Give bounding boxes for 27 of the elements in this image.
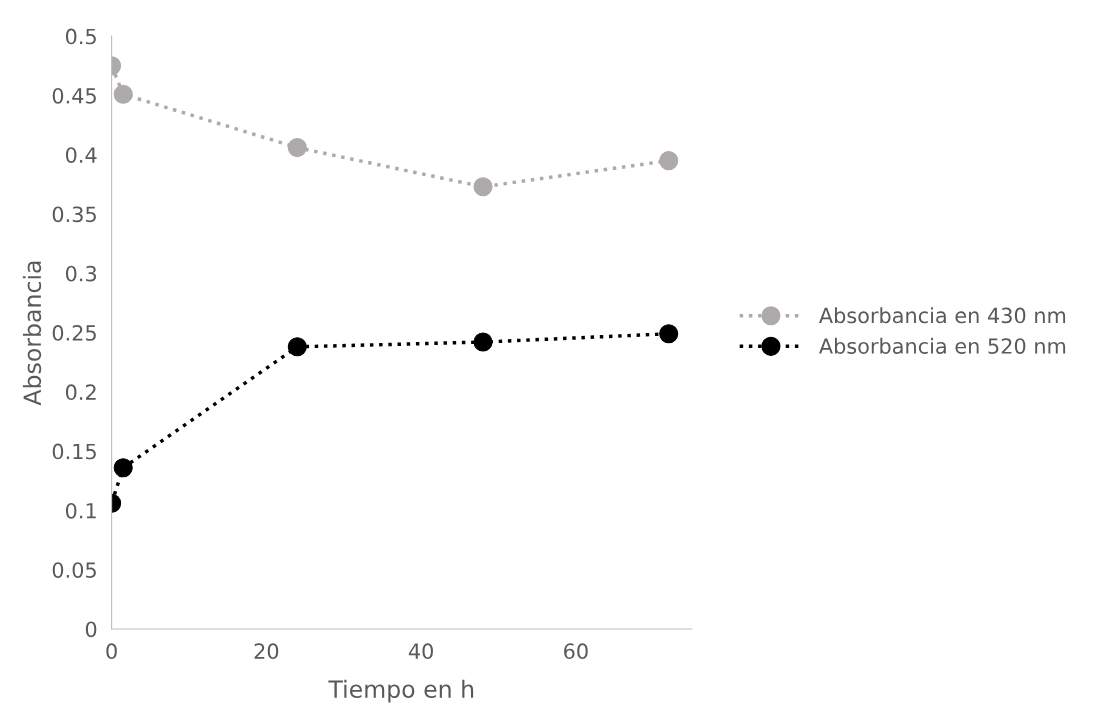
- point: [287, 138, 307, 158]
- y-tick-label: 0.05: [52, 562, 96, 578]
- y-tick-label: 0.4: [65, 147, 97, 163]
- point: [287, 337, 307, 357]
- legend-label: Absorbancia en 520 nm: [819, 337, 1066, 354]
- y-axis-title: Absorbancia: [22, 261, 42, 406]
- y-tick-label: 0: [85, 621, 97, 638]
- y-tick-label: 0.1: [65, 502, 96, 519]
- point: [659, 324, 679, 344]
- y-tick-label: 0.45: [52, 87, 96, 104]
- legend-label: Absorbancia en 430 nm: [819, 307, 1066, 324]
- x-tick-label: 60: [564, 643, 588, 660]
- y-tick-label: 0.2: [65, 384, 96, 401]
- point: [113, 458, 133, 478]
- x-tick-label: 40: [408, 643, 433, 660]
- x-tick-label: 20: [254, 643, 279, 660]
- point: [473, 177, 493, 197]
- y-tick-label: 0.5: [65, 28, 96, 45]
- y-tick-label: 0.25: [52, 325, 96, 341]
- y-tick-label: 0.15: [52, 443, 96, 460]
- y-tick-label: 0.3: [65, 265, 97, 282]
- y-tick-label: 0.35: [52, 206, 96, 223]
- point: [473, 332, 493, 352]
- x-axis-title: Tiempo en h: [328, 679, 474, 703]
- point: [659, 151, 679, 171]
- point: [113, 84, 133, 104]
- x-tick-label: 0: [106, 643, 117, 660]
